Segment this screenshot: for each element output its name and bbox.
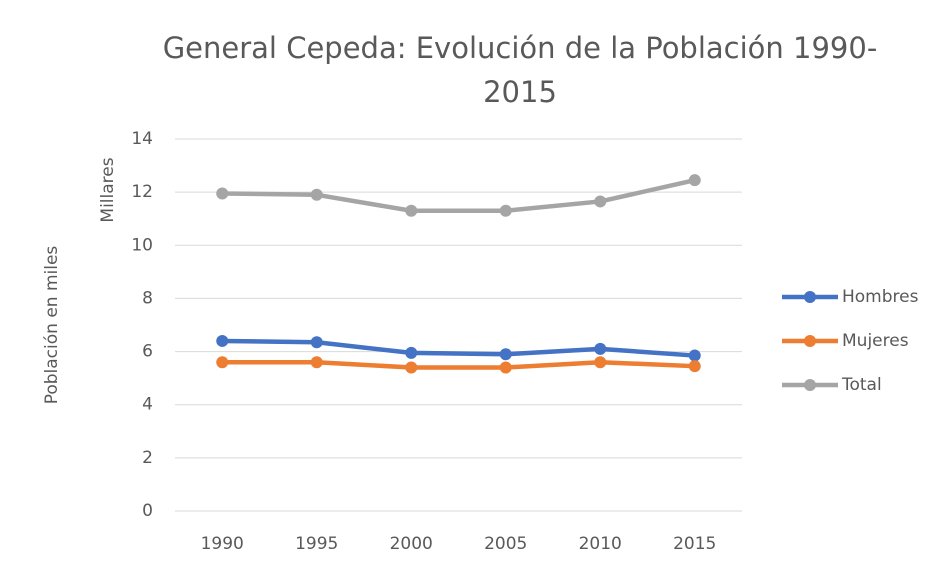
series-marker [594, 342, 607, 355]
legend-label: Total [841, 375, 882, 395]
y-tick-label: 10 [131, 235, 153, 255]
series-marker [310, 188, 323, 201]
series-marker [310, 336, 323, 349]
series-marker [499, 204, 512, 217]
series-marker [594, 195, 607, 208]
x-tick-label: 1990 [201, 534, 244, 554]
legend-marker [804, 379, 816, 391]
series-marker [688, 360, 701, 373]
series-marker [688, 349, 701, 362]
legend-label: Mujeres [842, 331, 909, 351]
y-tick-label: 12 [131, 182, 153, 202]
series-marker [499, 348, 512, 361]
x-tick-label: 1995 [295, 534, 338, 554]
series-marker [405, 204, 418, 217]
x-tick-label: 2000 [390, 534, 433, 554]
series-marker [216, 334, 229, 347]
series-line [222, 177, 696, 213]
y-tick-label: 6 [142, 342, 153, 362]
y-tick-label: 0 [142, 501, 153, 521]
x-tick-label: 2005 [484, 534, 527, 554]
series-marker [216, 356, 229, 369]
y-tick-label: 14 [131, 129, 153, 149]
legend-label: Hombres [842, 287, 919, 307]
y-unit-label: Millares [98, 157, 118, 222]
series-marker [405, 361, 418, 374]
legend-marker [804, 291, 816, 303]
series-marker [216, 187, 229, 200]
series-marker [594, 356, 607, 369]
series-marker [405, 346, 418, 359]
y-tick-label: 2 [142, 448, 153, 468]
x-tick-label: 2010 [579, 534, 622, 554]
y-axis-label: Población en miles [42, 246, 62, 405]
series-marker [499, 361, 512, 374]
series-marker [688, 174, 701, 187]
y-tick-label: 8 [142, 288, 153, 308]
x-tick-label: 2015 [673, 534, 716, 554]
chart-title: General Cepeda: Evolución de la Població… [162, 31, 878, 109]
series-line [222, 359, 695, 370]
series-line [222, 338, 695, 358]
series-marker [310, 356, 323, 369]
legend-marker [804, 335, 816, 347]
y-tick-label: 4 [142, 395, 153, 415]
